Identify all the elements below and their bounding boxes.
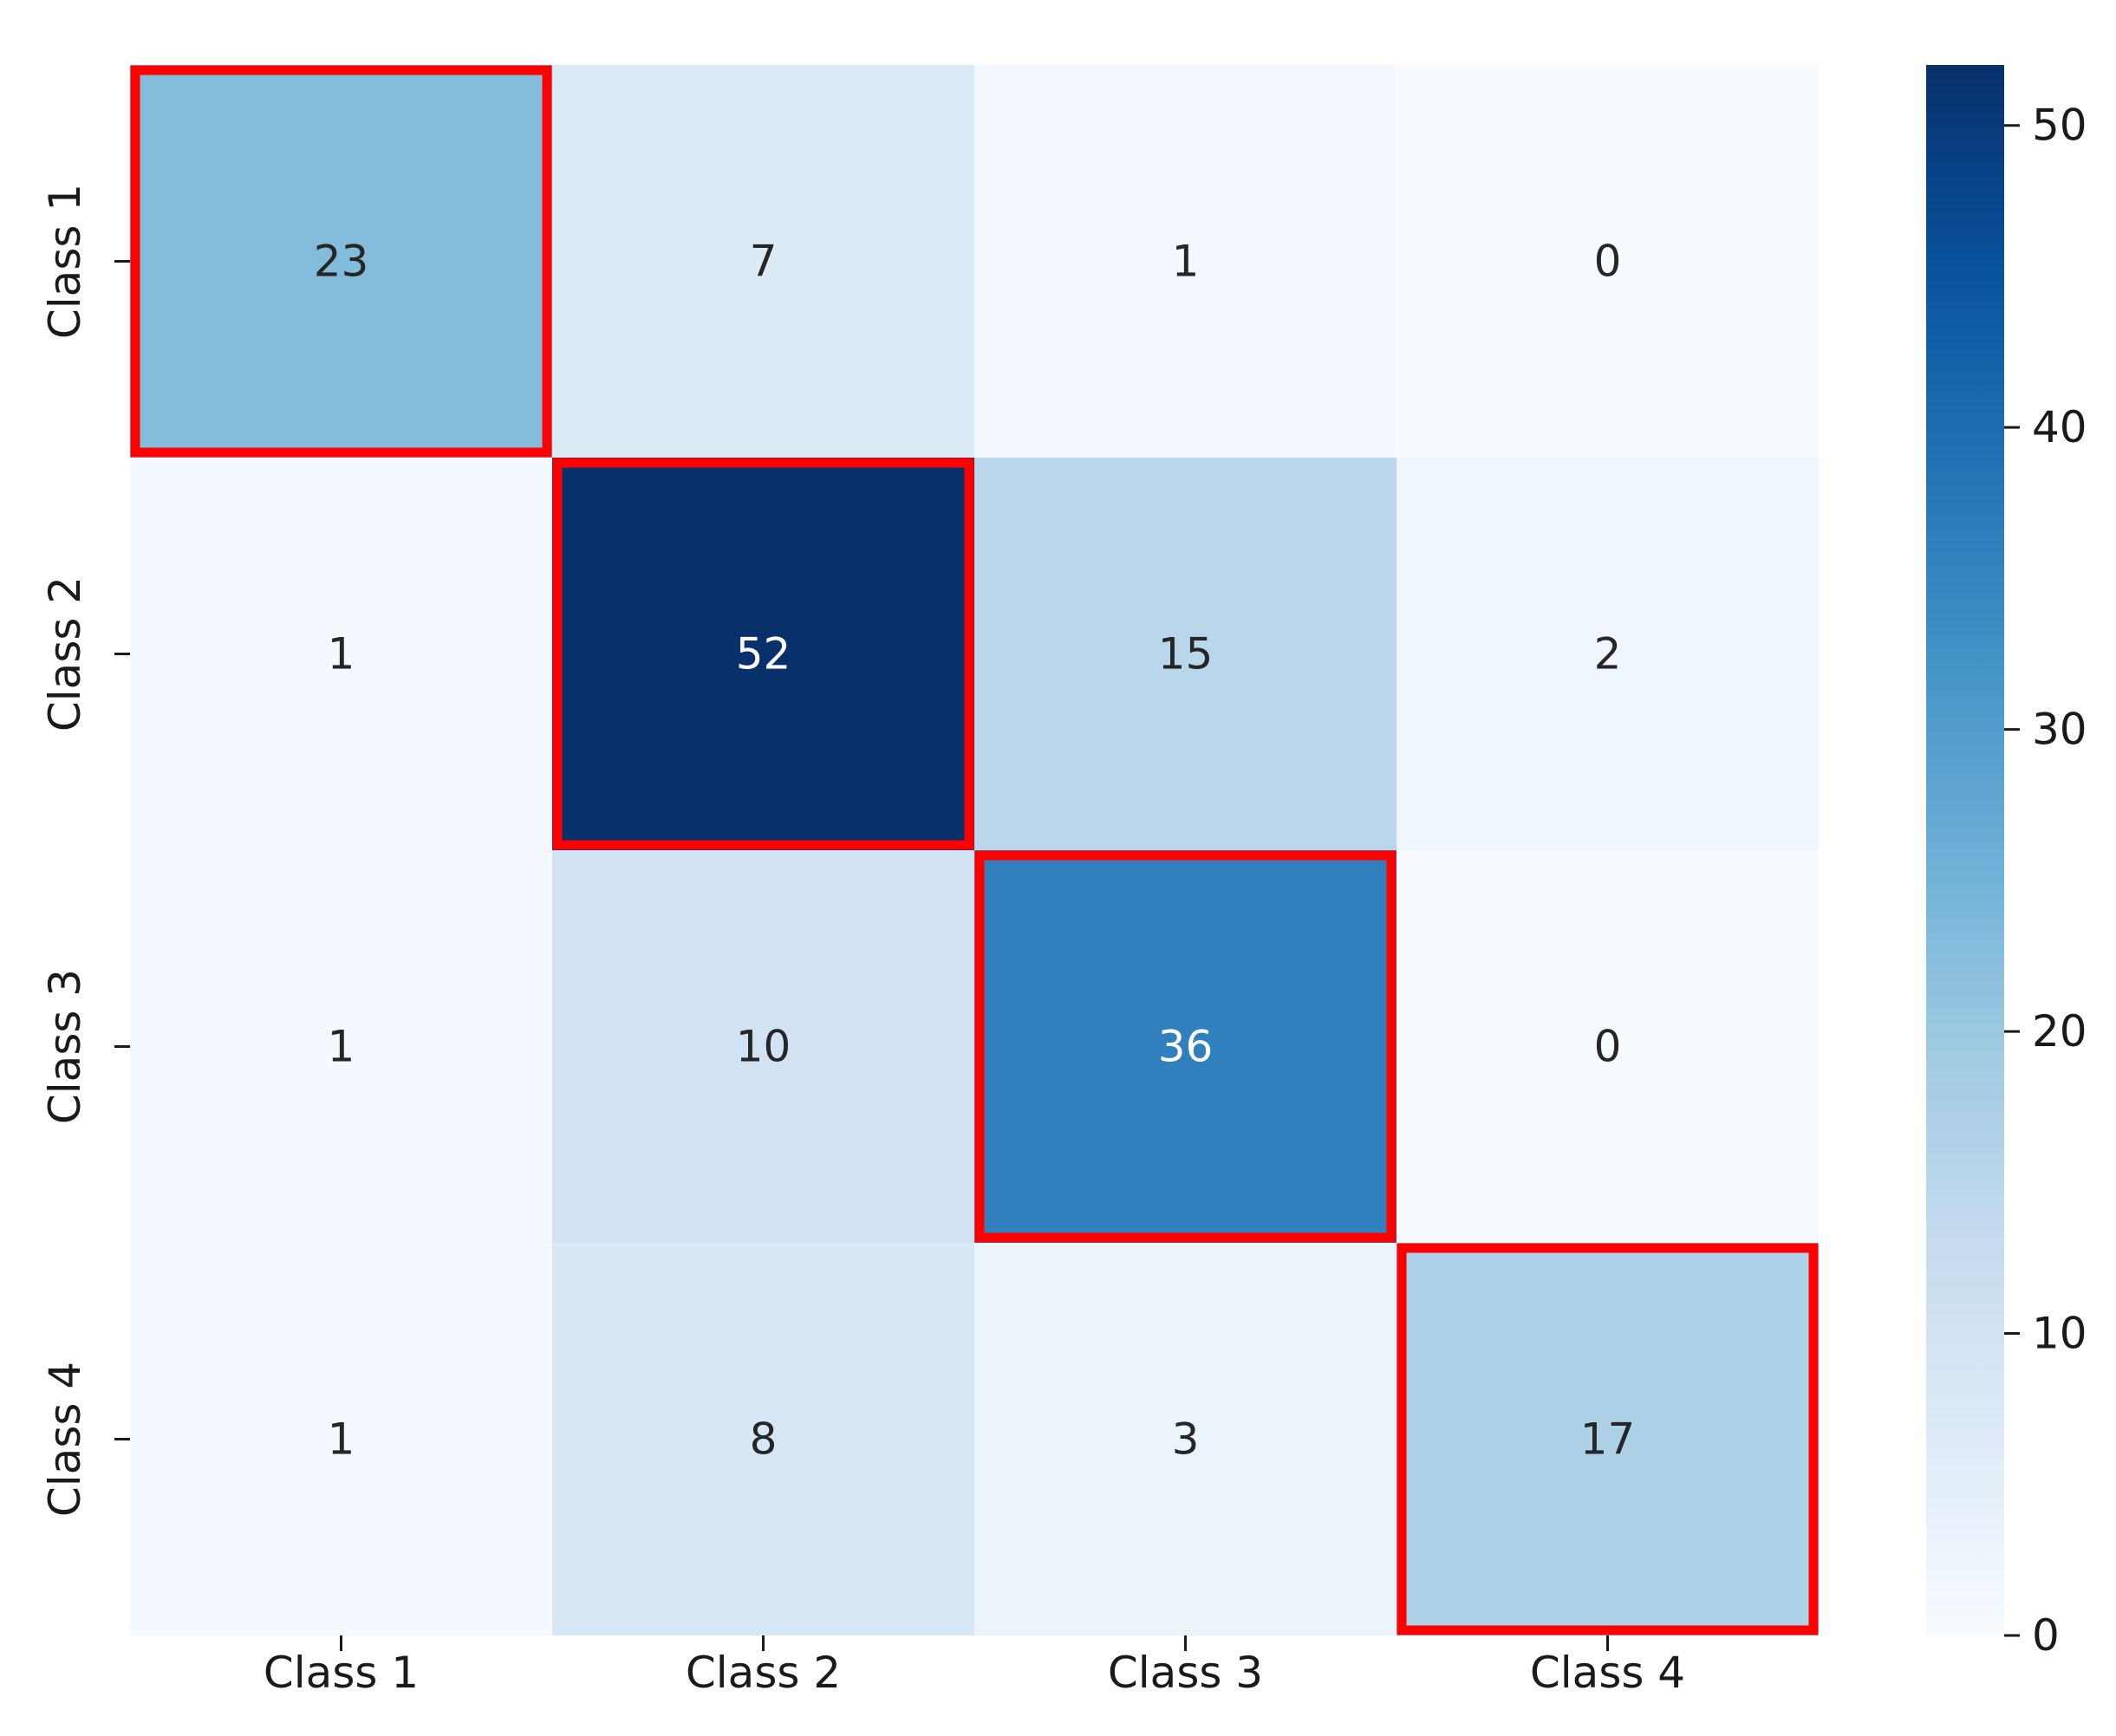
cell-value-label-r2-c2: 52: [736, 629, 791, 679]
x-tick-label-4: Class 4: [1530, 1648, 1685, 1698]
highlight-box-1: [130, 65, 552, 458]
colorbar-gradient: [1926, 65, 2004, 1635]
axis-ticks: Class 1 Class 2 Class 3 Class 4 Class 1 Class…: [40, 184, 1685, 1698]
colorbar-tick-label-3: 20: [2032, 1006, 2087, 1057]
heatmap-cell-r2-c3: [974, 458, 1397, 850]
cell-value-label-r2-c3: 15: [1158, 629, 1214, 679]
heatmap-cell-r1-c3: [974, 65, 1397, 458]
heatmap-cell-r4-c2: [552, 1243, 974, 1635]
heatmap-cell-r2-c4: [1397, 458, 1819, 850]
heatmap-cell-r3-c3: [974, 850, 1397, 1243]
heatmap-cells: 23 7 1 01 52 15 21 10 36 01 8 3 17: [130, 65, 1819, 1635]
cell-value-label-r4-c3: 3: [1172, 1414, 1200, 1465]
heatmap-cell-r3-c1: [130, 850, 552, 1243]
colorbar-tick-label-5: 40: [2032, 402, 2087, 452]
heatmap-cell-r3-c2: [552, 850, 974, 1243]
cell-value-label-r4-c1: 1: [328, 1414, 355, 1465]
x-tick-label-3: Class 3: [1108, 1648, 1263, 1698]
heatmap-cell-r2-c1: [130, 458, 552, 850]
y-tick-label-3: Class 3: [40, 969, 90, 1124]
cell-value-label-r1-c2: 7: [750, 237, 778, 287]
colorbar-tick-label-6: 50: [2032, 101, 2087, 151]
y-tick-label-4: Class 4: [40, 1362, 90, 1517]
cell-value-label-r1-c3: 1: [1172, 237, 1200, 287]
cell-value-label-r3-c4: 0: [1594, 1022, 1622, 1072]
colorbar-tick-label-4: 30: [2032, 705, 2087, 755]
cell-value-label-r3-c3: 36: [1158, 1022, 1214, 1072]
y-tick-label-1: Class 1: [40, 184, 90, 339]
heatmap-cell-r2-c2: [552, 458, 974, 850]
y-tick-label-2: Class 2: [40, 576, 90, 731]
colorbar-tick-label-1: 0: [2032, 1610, 2060, 1661]
heatmap-cell-r4-c1: [130, 1243, 552, 1635]
cell-value-label-r4-c4: 17: [1580, 1414, 1636, 1465]
heatmap-cell-r4-c3: [974, 1243, 1397, 1635]
cell-value-label-r1-c4: 0: [1594, 237, 1622, 287]
heatmap-cell-r3-c4: [1397, 850, 1819, 1243]
cell-value-label-r4-c2: 8: [750, 1414, 778, 1465]
colorbar: 0 10 20 30 40 50: [1926, 65, 2087, 1661]
cell-value-label-r2-c4: 2: [1594, 629, 1622, 679]
heatmap-cell-r1-c2: [552, 65, 974, 458]
cell-value-label-r2-c1: 1: [328, 629, 355, 679]
cell-value-label-r1-c1: 23: [314, 237, 369, 287]
x-tick-label-1: Class 1: [264, 1648, 419, 1698]
highlight-box-3: [974, 850, 1397, 1243]
heatmap-cell-r4-c4: [1397, 1243, 1819, 1635]
colorbar-tick-label-2: 10: [2032, 1309, 2087, 1359]
highlight-box-2: [552, 458, 974, 850]
cell-value-label-r3-c2: 10: [736, 1022, 791, 1072]
highlight-box-4: [1397, 1243, 1819, 1635]
heatmap-cell-r1-c1: [130, 65, 552, 458]
x-tick-label-2: Class 2: [686, 1648, 841, 1698]
diagonal-highlight-boxes: [130, 65, 1819, 1635]
heatmap-cell-r1-c4: [1397, 65, 1819, 458]
cell-value-label-r3-c1: 1: [328, 1022, 355, 1072]
